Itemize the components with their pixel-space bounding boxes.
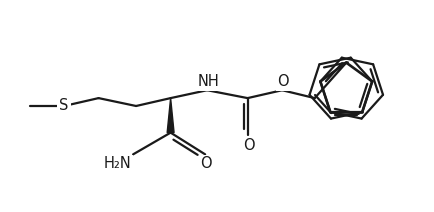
Polygon shape: [167, 98, 174, 133]
Text: NH: NH: [197, 74, 219, 89]
Text: S: S: [59, 99, 69, 113]
Text: O: O: [243, 138, 254, 153]
Text: O: O: [201, 156, 212, 171]
Text: H₂N: H₂N: [103, 156, 131, 171]
Text: O: O: [277, 74, 289, 89]
Text: S: S: [59, 99, 69, 114]
